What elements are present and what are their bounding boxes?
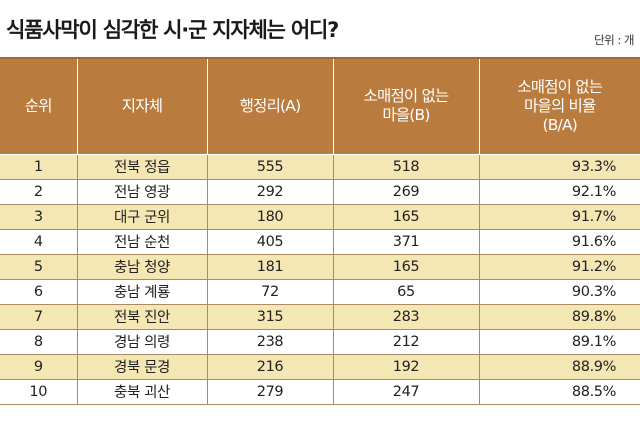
cell-ratio: 93.3% (478, 154, 640, 180)
header-line: 지자체 (121, 96, 163, 115)
cell-no-store: 371 (332, 229, 480, 255)
header-line: 마을의 비율 (524, 96, 596, 115)
cell-no-store: 165 (332, 254, 480, 280)
header-no-store: 소매점이 없는 마을(B) (332, 57, 480, 155)
header-line: 소매점이 없는 (363, 87, 450, 106)
table-row: 7 전북 진안 315 283 89.8% (0, 304, 640, 330)
cell-region: 충남 청양 (76, 254, 208, 280)
cell-region: 대구 군위 (76, 204, 208, 230)
table-row: 2 전남 영광 292 269 92.1% (0, 179, 640, 205)
cell-region: 경북 문경 (76, 354, 208, 380)
header-row: 순위 지자체 행정리(A) 소매점이 없는 마을(B) 소매점이 없는 마을의 비율 (B/A… (0, 57, 640, 155)
cell-ratio: 89.1% (478, 329, 640, 355)
cell-villages: 292 (206, 179, 334, 205)
cell-region: 전남 순천 (76, 229, 208, 255)
cell-rank: 2 (0, 179, 78, 205)
cell-region: 전남 영광 (76, 179, 208, 205)
page-title: 식품사막이 심각한 시·군 지자체는 어디? (6, 18, 339, 42)
cell-no-store: 269 (332, 179, 480, 205)
table-row: 9 경북 문경 216 192 88.9% (0, 354, 640, 380)
cell-no-store: 283 (332, 304, 480, 330)
header-rank: 순위 (0, 57, 78, 155)
cell-rank: 3 (0, 204, 78, 230)
cell-no-store: 212 (332, 329, 480, 355)
cell-ratio: 91.7% (478, 204, 640, 230)
data-table: 순위 지자체 행정리(A) 소매점이 없는 마을(B) 소매점이 없는 마을의 비율 (B/A… (0, 57, 640, 405)
cell-villages: 216 (206, 354, 334, 380)
cell-no-store: 65 (332, 279, 480, 305)
table-row: 10 충북 괴산 279 247 88.5% (0, 379, 640, 405)
cell-rank: 6 (0, 279, 78, 305)
table-row: 1 전북 정읍 555 518 93.3% (0, 154, 640, 180)
cell-ratio: 88.9% (478, 354, 640, 380)
table-row: 6 충남 계룡 72 65 90.3% (0, 279, 640, 305)
header-villages: 행정리(A) (206, 57, 334, 155)
table-body: 1 전북 정읍 555 518 93.3% 2 전남 영광 292 269 92.1% 3 대구 군위… (0, 154, 640, 405)
cell-ratio: 92.1% (478, 179, 640, 205)
header-line: 소매점이 없는 (517, 77, 603, 96)
cell-villages: 180 (206, 204, 334, 230)
cell-villages: 279 (206, 379, 334, 405)
cell-villages: 555 (206, 154, 334, 180)
cell-no-store: 247 (332, 379, 480, 405)
cell-rank: 10 (0, 379, 78, 405)
header-line: (B/A) (542, 115, 578, 134)
cell-rank: 7 (0, 304, 78, 330)
header-line: 마을(B) (382, 106, 430, 125)
table-header: 순위 지자체 행정리(A) 소매점이 없는 마을(B) 소매점이 없는 마을의 비율 (B/A… (0, 57, 640, 155)
cell-villages: 238 (206, 329, 334, 355)
table-row: 8 경남 의령 238 212 89.1% (0, 329, 640, 355)
cell-ratio: 91.2% (478, 254, 640, 280)
cell-ratio: 89.8% (478, 304, 640, 330)
header-ratio: 소매점이 없는 마을의 비율 (B/A) (478, 57, 640, 155)
cell-region: 전북 정읍 (76, 154, 208, 180)
cell-no-store: 518 (332, 154, 480, 180)
table-row: 4 전남 순천 405 371 91.6% (0, 229, 640, 255)
cell-rank: 1 (0, 154, 78, 180)
cell-region: 충북 괴산 (76, 379, 208, 405)
table-row: 3 대구 군위 180 165 91.7% (0, 204, 640, 230)
cell-ratio: 90.3% (478, 279, 640, 305)
header-line: 행정리(A) (239, 96, 301, 115)
cell-ratio: 91.6% (478, 229, 640, 255)
cell-region: 전북 진안 (76, 304, 208, 330)
cell-rank: 5 (0, 254, 78, 280)
cell-region: 경남 의령 (76, 329, 208, 355)
header-region: 지자체 (76, 57, 208, 155)
header-line: 순위 (24, 96, 53, 115)
unit-label: 단위 : 개 (594, 33, 634, 47)
cell-rank: 4 (0, 229, 78, 255)
cell-villages: 72 (206, 279, 334, 305)
cell-no-store: 165 (332, 204, 480, 230)
cell-villages: 315 (206, 304, 334, 330)
cell-ratio: 88.5% (478, 379, 640, 405)
cell-rank: 8 (0, 329, 78, 355)
cell-villages: 405 (206, 229, 334, 255)
cell-region: 충남 계룡 (76, 279, 208, 305)
cell-no-store: 192 (332, 354, 480, 380)
table-row: 5 충남 청양 181 165 91.2% (0, 254, 640, 280)
cell-villages: 181 (206, 254, 334, 280)
cell-rank: 9 (0, 354, 78, 380)
